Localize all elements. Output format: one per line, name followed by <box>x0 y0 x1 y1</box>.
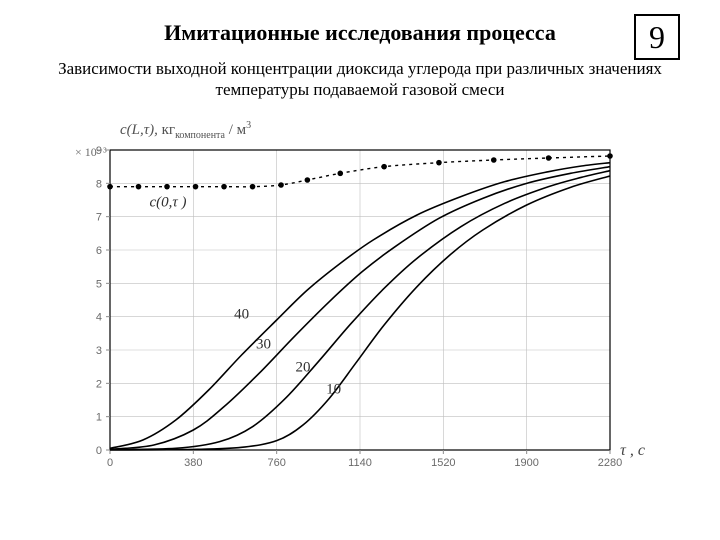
svg-text:1: 1 <box>96 412 102 424</box>
svg-text:30: 30 <box>256 336 271 352</box>
svg-text:c(0,τ ): c(0,τ ) <box>149 195 186 211</box>
svg-text:1900: 1900 <box>514 457 538 469</box>
page-subtitle: Зависимости выходной концентрации диокси… <box>40 58 680 101</box>
svg-text:760: 760 <box>267 457 285 469</box>
y-axis-sup: 3 <box>246 120 251 131</box>
x-axis-label: τ , с <box>620 442 645 460</box>
svg-text:1140: 1140 <box>348 457 372 469</box>
svg-text:0: 0 <box>96 445 102 457</box>
svg-text:10: 10 <box>326 381 341 397</box>
chart-container: 0 380 760 1140 1520 1900 2280 0 1 2 3 4 5 6 7 8 9 40 30 20 1… <box>75 135 650 485</box>
svg-text:2280: 2280 <box>598 457 622 469</box>
svg-text:9: 9 <box>96 145 102 157</box>
svg-text:40: 40 <box>234 306 249 322</box>
svg-text:5: 5 <box>96 278 102 290</box>
chart-svg: 0 380 760 1140 1520 1900 2280 0 1 2 3 4 5 6 7 8 9 40 30 20 1… <box>75 135 650 485</box>
svg-text:6: 6 <box>96 245 102 257</box>
svg-text:380: 380 <box>184 457 202 469</box>
svg-text:7: 7 <box>96 212 102 224</box>
svg-text:0: 0 <box>107 457 113 469</box>
svg-text:1520: 1520 <box>431 457 455 469</box>
svg-text:4: 4 <box>96 312 102 324</box>
svg-text:2: 2 <box>96 378 102 390</box>
svg-text:3: 3 <box>96 345 102 357</box>
svg-text:8: 8 <box>96 178 102 190</box>
page-title: Имитационные исследования процесса <box>0 20 720 46</box>
svg-text:20: 20 <box>295 360 310 376</box>
